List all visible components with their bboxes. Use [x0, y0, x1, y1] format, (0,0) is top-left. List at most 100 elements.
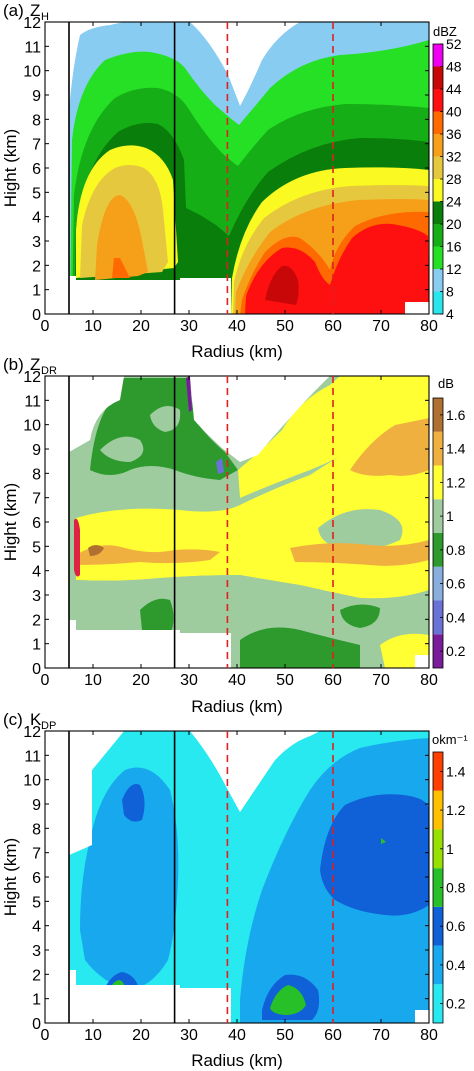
y-tick-label: 3: [32, 943, 41, 960]
zdr-colorbar-unit: dB: [438, 376, 454, 391]
y-tick-label: 8: [32, 112, 41, 129]
zdr-region-lower-dark-green-3: [340, 604, 380, 628]
y-tick-label: 10: [23, 418, 41, 435]
colorbar-tick-label: 24: [446, 194, 462, 210]
x-tick-label: 10: [84, 672, 102, 689]
kdp-contour-field: [45, 731, 429, 1023]
zdr-reference-lines: [68, 376, 334, 668]
colorbar-tick-label: 0.8: [446, 542, 466, 558]
colorbar-tick-label: 1.2: [446, 474, 466, 490]
y-tick-label: 8: [32, 466, 41, 483]
y-tick-label: 6: [32, 515, 41, 532]
colorbar-tick-label: 0.4: [446, 609, 466, 625]
x-tick-label: 80: [420, 672, 438, 689]
x-tick-label: 80: [420, 318, 438, 335]
colorbar-tick-label: 4: [446, 306, 454, 322]
y-tick-label: 6: [32, 161, 41, 178]
colorbar-swatch: [433, 179, 443, 202]
colorbar-swatch: [433, 398, 443, 432]
colorbar-swatch: [433, 566, 443, 601]
kdp-nodata-bottom-right: [415, 1010, 429, 1023]
zdr-region-orange-right: [290, 540, 429, 566]
y-tick-label: 3: [32, 588, 41, 605]
x-tick-label: 60: [324, 672, 342, 689]
colorbar-swatch: [433, 945, 443, 985]
y-tick-label: 12: [23, 369, 41, 386]
x-tick-label: 50: [276, 318, 294, 335]
colorbar-swatch: [433, 752, 443, 791]
zdr-title-main: Z: [30, 355, 40, 374]
zdr-nodata-top-left: [45, 376, 124, 452]
colorbar-swatch: [433, 465, 443, 500]
y-tick-label: 7: [32, 137, 41, 154]
zh-contour-field: [45, 22, 429, 314]
zdr-region-lower-dark-green-1: [140, 598, 174, 641]
colorbar-tick-label: 8: [446, 284, 454, 300]
y-tick-label: 4: [32, 564, 41, 581]
zh-panel-label: (a): [3, 1, 24, 20]
zdr-region-green-patch-right: [318, 509, 403, 551]
colorbar-swatch: [433, 44, 443, 67]
y-tick-label: 0: [32, 307, 41, 324]
x-tick-label: 50: [276, 672, 294, 689]
kdp-reference-lines: [68, 731, 334, 1023]
x-tick-label: 10: [84, 318, 102, 335]
y-tick-label: 1: [32, 283, 41, 300]
x-tick-label: 50: [276, 1027, 294, 1044]
zh-title-main: Z: [30, 1, 40, 20]
y-tick-label: 2: [32, 967, 41, 984]
colorbar-swatch: [433, 533, 443, 567]
colorbar-swatch: [433, 431, 443, 466]
y-tick-label: 9: [32, 797, 41, 814]
y-tick-label: 7: [32, 491, 41, 508]
kdp-region-left-blue: [80, 767, 179, 990]
x-tick-label: 20: [132, 318, 150, 335]
zdr-region-brown-left: [88, 545, 104, 556]
zdr-panel-label: (b): [3, 355, 24, 374]
y-tick-label: 3: [32, 234, 41, 251]
y-tick-label: 1: [32, 637, 41, 654]
colorbar-swatch: [433, 246, 443, 269]
x-tick-label: 70: [372, 318, 390, 335]
y-tick-label: 12: [23, 15, 41, 32]
y-tick-label: 2: [32, 612, 41, 629]
kdp-colorbar-unit: okm⁻¹: [432, 732, 468, 747]
kdp-nodata-top: [190, 731, 320, 812]
kdp-region-right-green: [270, 985, 306, 1015]
zdr-nodata-bottom-right: [415, 655, 429, 668]
colorbar-tick-label: 0.6: [446, 576, 466, 592]
x-tick-label: 20: [132, 1027, 150, 1044]
x-tick-label: 60: [324, 318, 342, 335]
colorbar-tick-label: 1.6: [446, 407, 466, 423]
y-tick-label: 1: [32, 992, 41, 1009]
kdp-ylabel: Hight (km): [1, 838, 20, 916]
x-tick-label: 20: [132, 672, 150, 689]
colorbar-tick-label: 44: [446, 81, 462, 97]
zdr-region-purple-spike: [186, 376, 192, 412]
kdp-title-main: K: [30, 710, 42, 729]
zdr-region-purple-notch: [216, 458, 224, 474]
x-tick-label: 70: [372, 672, 390, 689]
kdp-panel-label: (c): [3, 710, 23, 729]
y-tick-label: 9: [32, 442, 41, 459]
colorbar-tick-label: 16: [446, 239, 462, 255]
zdr-region-upper-light-1: [100, 436, 144, 462]
zh-colorbar-unit: dBZ: [433, 24, 457, 39]
zdr-xlabel: Radius (km): [191, 697, 283, 716]
y-tick-label: 10: [23, 64, 41, 81]
colorbar-tick-label: 20: [446, 216, 462, 232]
colorbar-swatch: [433, 134, 443, 157]
y-tick-label: 11: [24, 748, 41, 765]
colorbar-swatch: [433, 906, 443, 946]
colorbar-swatch: [433, 269, 443, 292]
colorbar-tick-label: 1.4: [446, 441, 466, 457]
zh-ylabel: Hight (km): [1, 129, 20, 207]
colorbar-swatch: [433, 224, 443, 247]
colorbar-swatch: [433, 201, 443, 224]
x-tick-label: 0: [41, 1027, 50, 1044]
zdr-title-sub: DR: [41, 365, 57, 377]
x-tick-label: 10: [84, 1027, 102, 1044]
